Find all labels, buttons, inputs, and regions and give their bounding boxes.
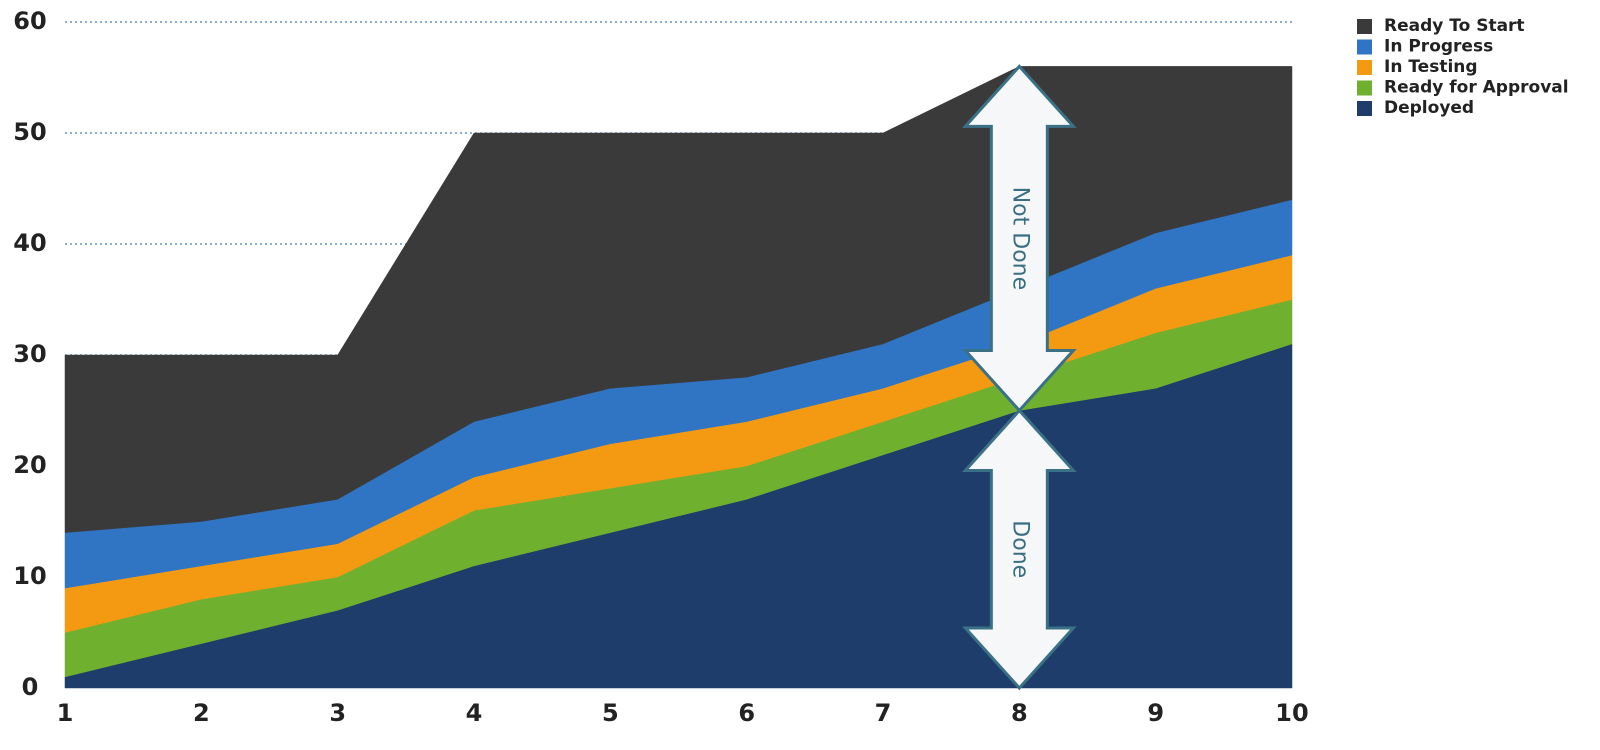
legend-item-ready-to-start: Ready To Start bbox=[1357, 16, 1525, 36]
arrow-label-done: Done bbox=[1007, 520, 1032, 578]
legend-item-in-progress: In Progress bbox=[1357, 37, 1493, 57]
x-axis-ticks: 1 2 3 4 5 6 7 8 9 10 bbox=[57, 699, 1309, 727]
legend-label: In Progress bbox=[1384, 37, 1493, 57]
y-tick-label: 30 bbox=[13, 340, 46, 368]
y-tick-label: 10 bbox=[13, 562, 46, 590]
x-tick-label: 9 bbox=[1147, 699, 1164, 727]
legend-item-deployed: Deployed bbox=[1357, 98, 1474, 118]
x-tick-label: 7 bbox=[875, 699, 892, 727]
x-tick-label: 8 bbox=[1011, 699, 1028, 727]
area-ready-to-start bbox=[64, 66, 1293, 533]
x-tick-label: 6 bbox=[738, 699, 755, 727]
legend-swatch bbox=[1357, 19, 1372, 34]
legend-item-ready-for-approval: Ready for Approval bbox=[1357, 78, 1569, 98]
x-tick-label: 10 bbox=[1275, 699, 1308, 727]
y-tick-label: 0 bbox=[22, 673, 39, 701]
arrow-label-not-done: Not Done bbox=[1007, 187, 1032, 290]
annotations: Not Done Done bbox=[961, 64, 1077, 691]
area-series bbox=[64, 66, 1293, 689]
y-tick-label: 50 bbox=[13, 118, 46, 146]
legend-label: In Testing bbox=[1384, 57, 1478, 77]
legend-item-in-testing: In Testing bbox=[1357, 57, 1478, 77]
x-tick-label: 1 bbox=[57, 699, 74, 727]
y-tick-label: 20 bbox=[13, 451, 46, 479]
legend-label: Deployed bbox=[1384, 98, 1474, 118]
legend-swatch bbox=[1357, 60, 1372, 75]
x-tick-label: 5 bbox=[602, 699, 619, 727]
y-axis-ticks: 0 10 20 30 40 50 60 bbox=[13, 7, 46, 701]
legend-label: Ready for Approval bbox=[1384, 78, 1569, 98]
x-tick-label: 4 bbox=[466, 699, 483, 727]
legend-swatch bbox=[1357, 39, 1372, 55]
x-tick-label: 2 bbox=[193, 699, 210, 727]
legend-swatch bbox=[1357, 101, 1372, 116]
y-tick-label: 60 bbox=[13, 7, 46, 35]
legend-label: Ready To Start bbox=[1384, 16, 1525, 36]
x-tick-label: 3 bbox=[329, 699, 346, 727]
arrow-done bbox=[961, 408, 1077, 691]
y-tick-label: 40 bbox=[13, 229, 46, 257]
legend-swatch bbox=[1357, 80, 1372, 96]
